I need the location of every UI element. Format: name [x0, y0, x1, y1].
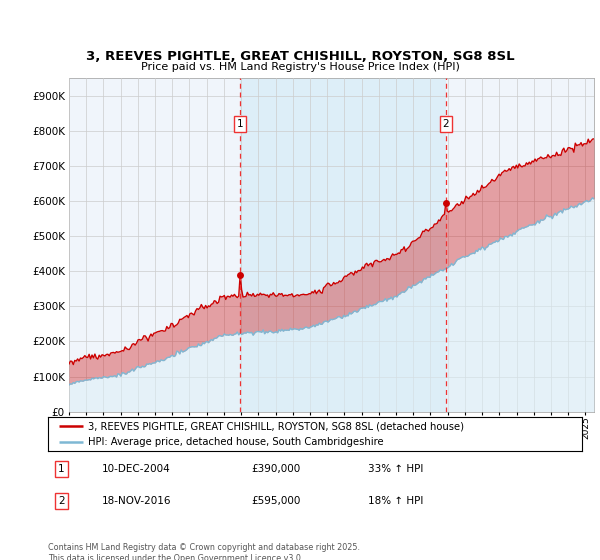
Text: 33% ↑ HPI: 33% ↑ HPI [368, 464, 424, 474]
Text: Contains HM Land Registry data © Crown copyright and database right 2025.
This d: Contains HM Land Registry data © Crown c… [48, 543, 360, 560]
Text: 1: 1 [58, 464, 65, 474]
Text: £595,000: £595,000 [251, 496, 300, 506]
Text: 2: 2 [58, 496, 65, 506]
Text: 10-DEC-2004: 10-DEC-2004 [101, 464, 170, 474]
Bar [240, 78, 446, 412]
Text: 18% ↑ HPI: 18% ↑ HPI [368, 496, 424, 506]
Text: £390,000: £390,000 [251, 464, 300, 474]
Text: 1: 1 [236, 119, 243, 129]
Text: 18-NOV-2016: 18-NOV-2016 [101, 496, 171, 506]
Text: 3, REEVES PIGHTLE, GREAT CHISHILL, ROYSTON, SG8 8SL (detached house): 3, REEVES PIGHTLE, GREAT CHISHILL, ROYST… [88, 421, 464, 431]
Text: 2: 2 [442, 119, 449, 129]
Text: HPI: Average price, detached house, South Cambridgeshire: HPI: Average price, detached house, Sout… [88, 437, 383, 447]
Text: Price paid vs. HM Land Registry's House Price Index (HPI): Price paid vs. HM Land Registry's House … [140, 62, 460, 72]
Text: 3, REEVES PIGHTLE, GREAT CHISHILL, ROYSTON, SG8 8SL: 3, REEVES PIGHTLE, GREAT CHISHILL, ROYST… [86, 49, 514, 63]
